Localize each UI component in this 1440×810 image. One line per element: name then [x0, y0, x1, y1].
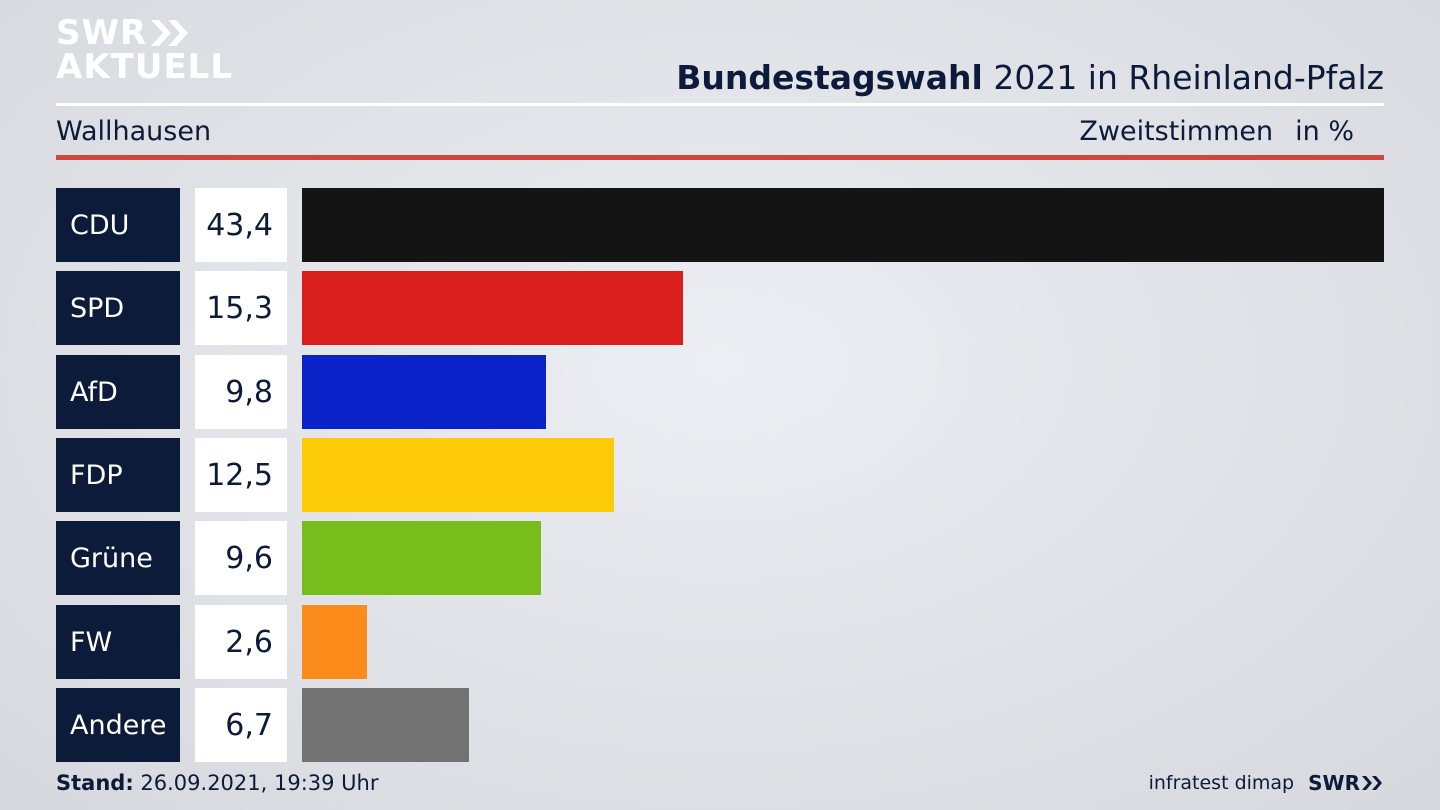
- bar: [302, 521, 541, 595]
- swr-aktuell-logo: SWR AKTUELL: [56, 16, 233, 84]
- party-label: FW: [56, 605, 180, 679]
- logo-aktuell-text: AKTUELL: [56, 47, 234, 87]
- party-label: AfD: [56, 355, 180, 429]
- swr-footer-logo: SWR: [1308, 771, 1384, 795]
- value-label: 12,5: [195, 438, 287, 512]
- footer-source: infratest dimap SWR: [1149, 771, 1384, 795]
- timestamp: Stand: 26.09.2021, 19:39 Uhr: [56, 771, 379, 795]
- party-label: SPD: [56, 271, 180, 345]
- footer-chevron-icon: [1362, 776, 1382, 790]
- source-label: infratest dimap: [1148, 772, 1295, 794]
- logo-swr-text: SWR: [56, 13, 148, 53]
- value-label: 2,6: [195, 605, 287, 679]
- bar: [302, 271, 683, 345]
- bar: [302, 188, 1384, 262]
- bar: [302, 355, 546, 429]
- bar: [302, 605, 367, 679]
- value-label: 15,3: [195, 271, 287, 345]
- chart-title: Bundestagswahl 2021 in Rheinland-Pfalz: [676, 58, 1384, 97]
- party-label: Grüne: [56, 521, 180, 595]
- party-label: Andere: [56, 688, 180, 762]
- value-label: 6,7: [195, 688, 287, 762]
- value-label: 43,4: [195, 188, 287, 262]
- stand-value: 26.09.2021, 19:39 Uhr: [133, 771, 379, 795]
- measure-label: Zweitstimmen in %: [1079, 116, 1354, 147]
- double-chevron-icon: [151, 20, 189, 46]
- unit-text: in %: [1295, 116, 1354, 147]
- title-rest: 2021 in Rheinland-Pfalz: [982, 58, 1384, 97]
- party-label: CDU: [56, 188, 180, 262]
- header-divider: [56, 103, 1384, 106]
- measure-text: Zweitstimmen: [1079, 116, 1274, 147]
- footer-brand-text: SWR: [1308, 771, 1360, 795]
- subtitle-divider: [56, 155, 1384, 160]
- party-label: FDP: [56, 438, 180, 512]
- location-label: Wallhausen: [56, 116, 212, 147]
- stand-label: Stand:: [56, 771, 134, 795]
- bar: [302, 438, 614, 512]
- bar: [302, 688, 469, 762]
- title-bold: Bundestagswahl: [676, 58, 983, 97]
- value-label: 9,6: [195, 521, 287, 595]
- value-label: 9,8: [195, 355, 287, 429]
